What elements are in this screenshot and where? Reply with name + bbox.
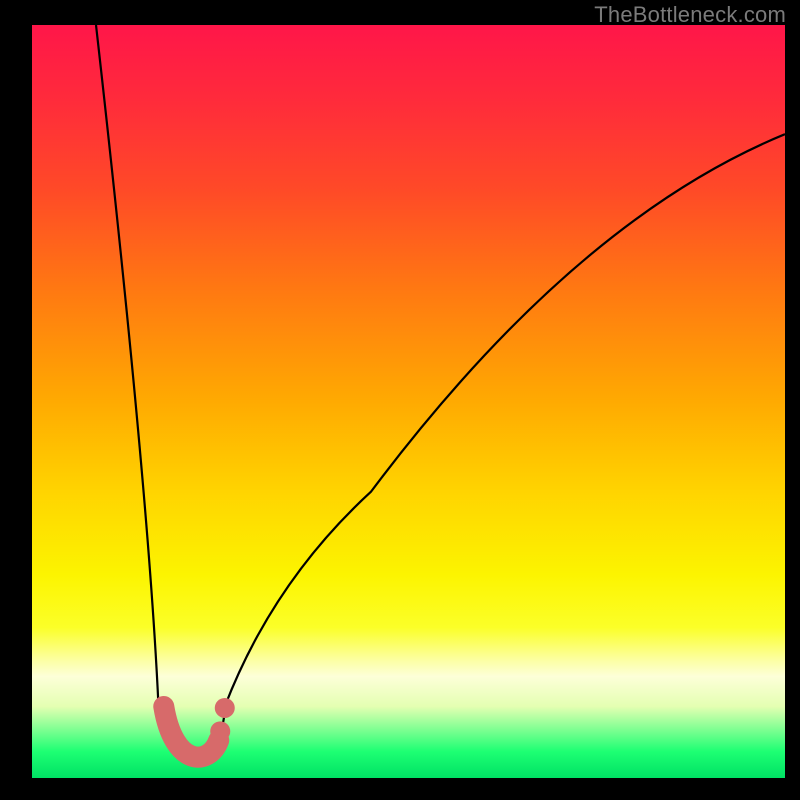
chart-container: TheBottleneck.com bbox=[0, 0, 800, 800]
sweet-spot-dot bbox=[215, 698, 235, 718]
watermark-text: TheBottleneck.com bbox=[594, 2, 786, 28]
plot-area-gradient bbox=[32, 25, 785, 778]
bottleneck-chart bbox=[0, 0, 800, 800]
sweet-spot-dot bbox=[210, 721, 230, 741]
